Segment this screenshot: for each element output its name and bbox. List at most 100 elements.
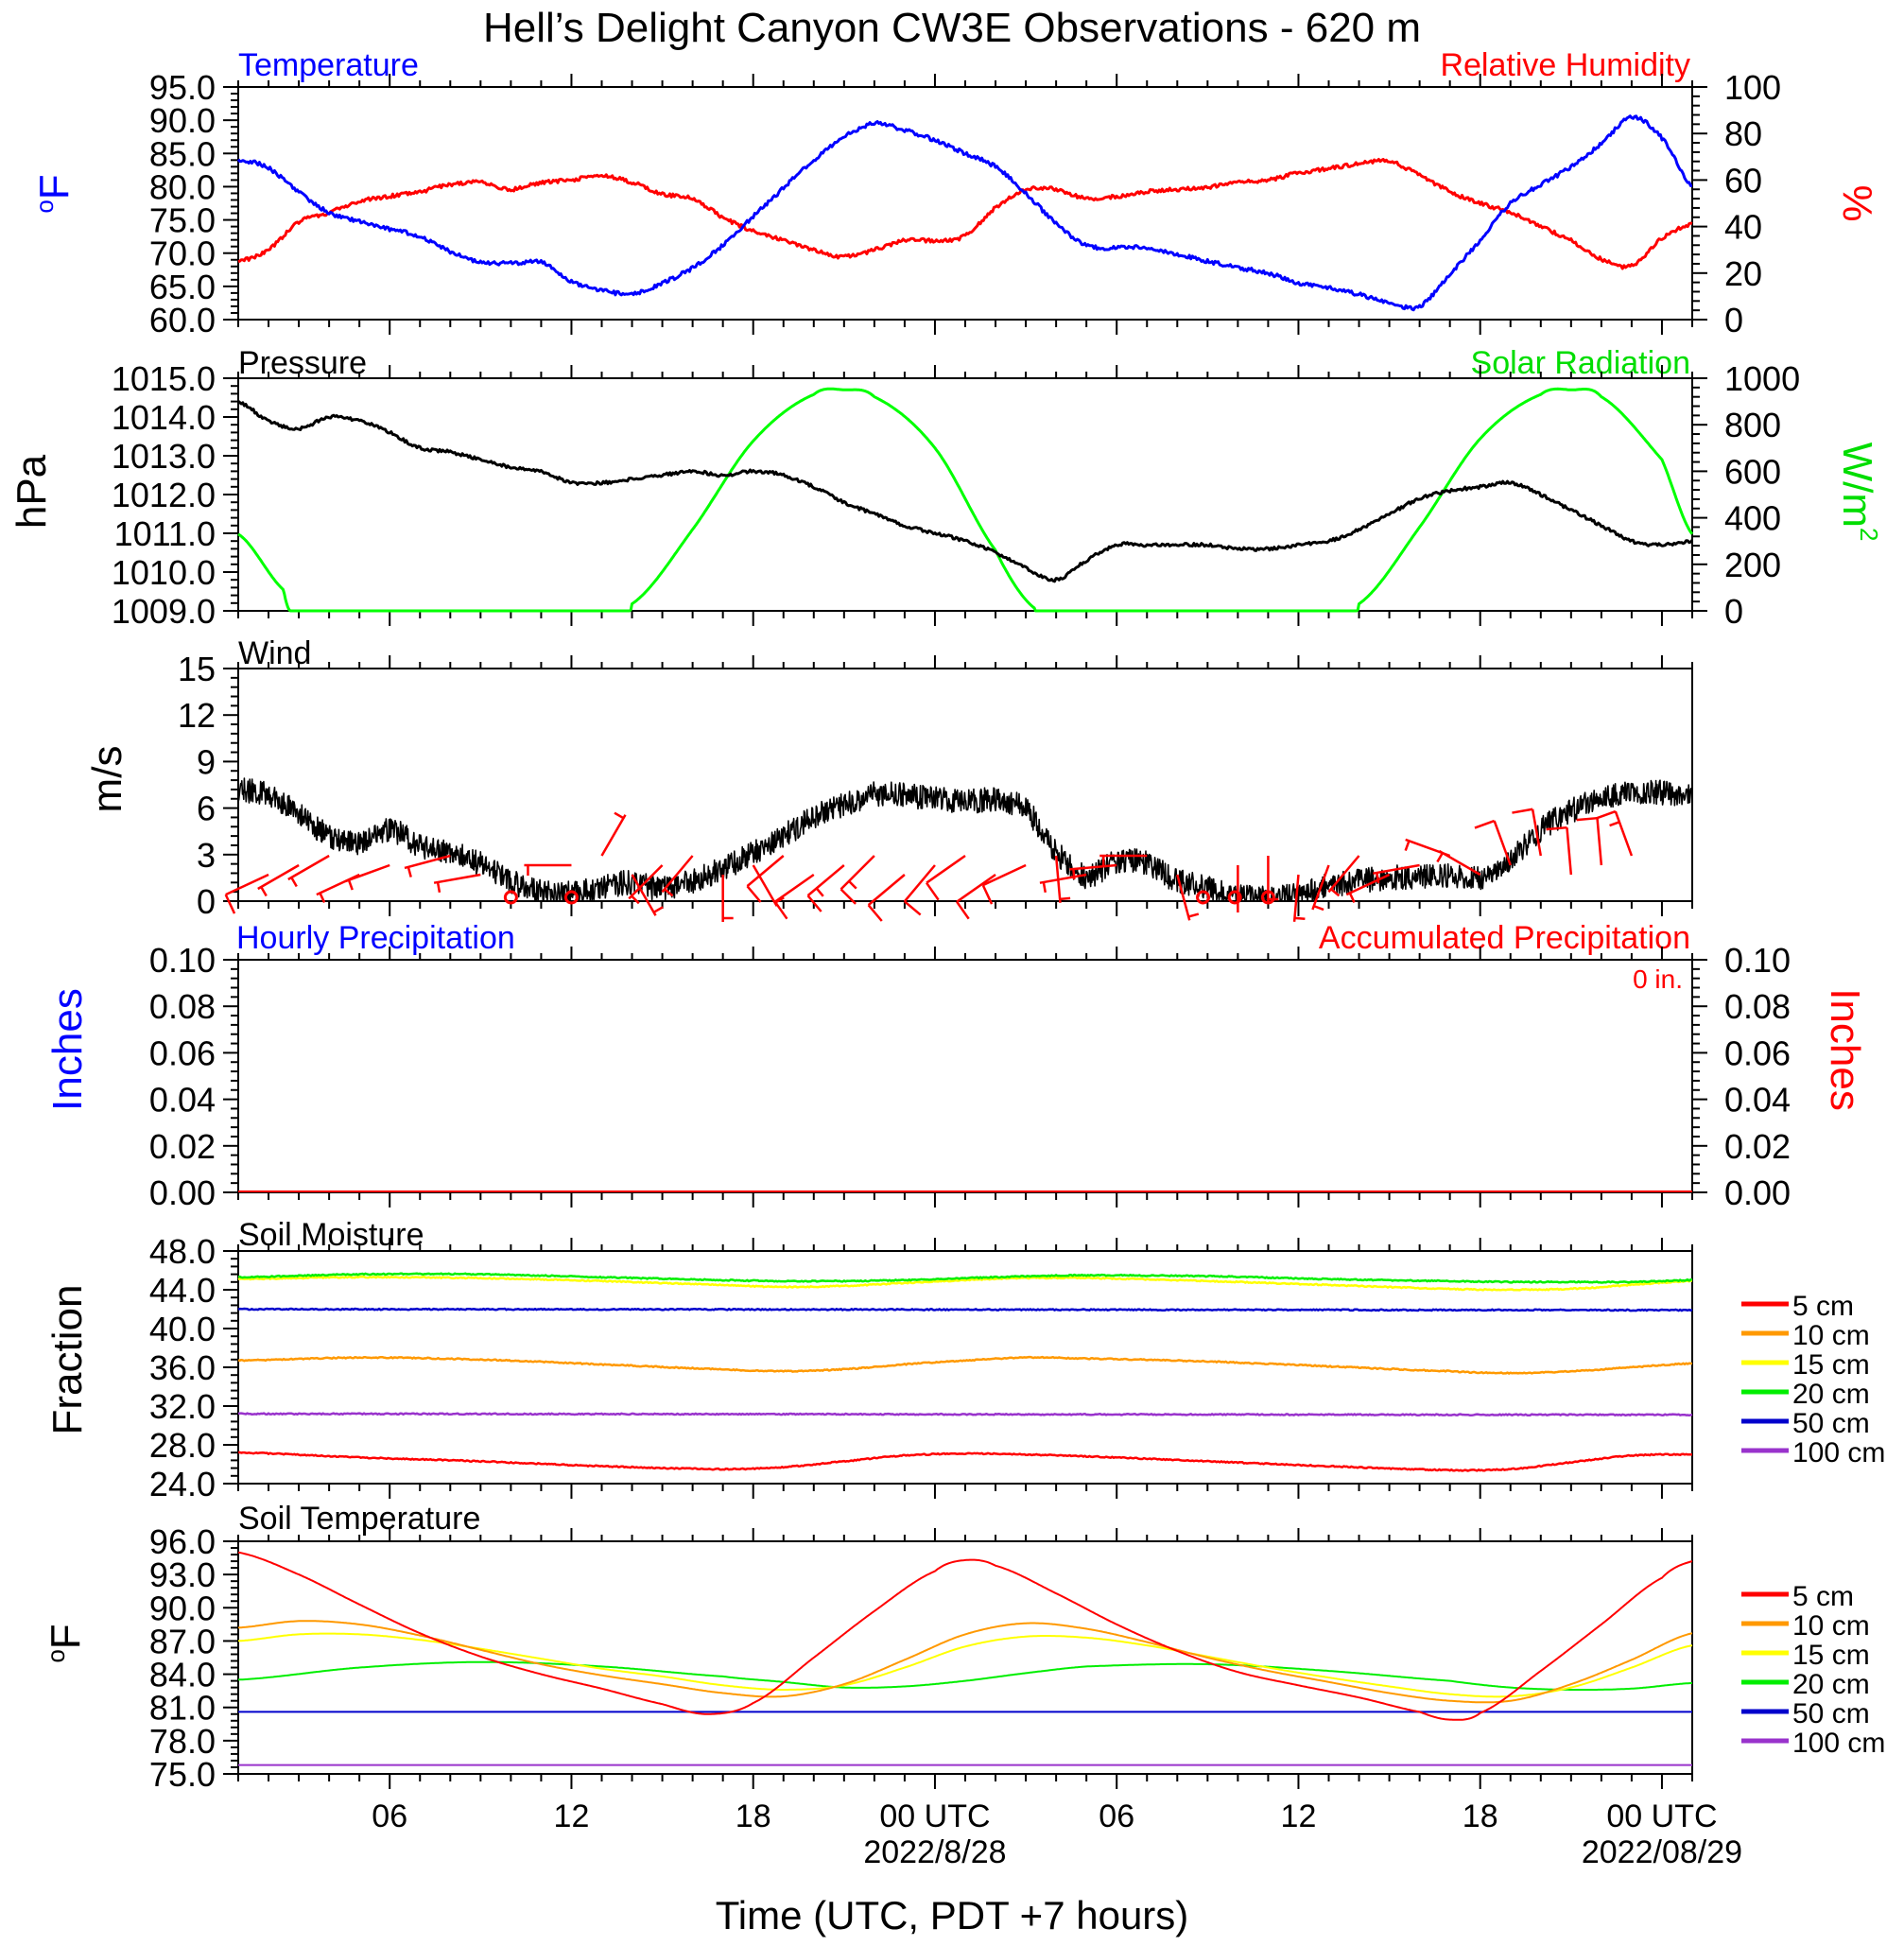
panel-pressure-solar: Pressure Solar Radiation hPa W/m2 [9, 345, 1883, 541]
wind-barb-flag [1595, 809, 1617, 820]
wind-barb-half-flag [614, 811, 625, 820]
pressure-ylabel: hPa [9, 454, 55, 529]
wind-barb-shaft [257, 863, 300, 891]
y-tick-label-5: 81.0 [149, 1689, 216, 1728]
wind-barb [1311, 864, 1330, 912]
wind-barb-shaft [1345, 873, 1391, 896]
panel-soil-temperature: Soil Temperature oF [42, 1501, 480, 1663]
figure-title: Hell’s Delight Canyon CW3E Observations … [483, 5, 1421, 51]
y2-tick-label-3: 0.04 [1724, 1081, 1791, 1120]
hourly-precip-title: Hourly Precipitation [236, 920, 515, 956]
wind-barb-half-flag [1348, 892, 1356, 903]
y-tick-label-3: 0.00 [149, 1173, 216, 1212]
wind-barb-shaft [344, 863, 390, 883]
y2-tick-label-0: 100 [1724, 68, 1781, 107]
legend-label: 100 cm [1792, 1728, 1885, 1759]
x-tick-label: 06 [372, 1798, 407, 1834]
wind-barb [806, 864, 845, 912]
wind-barb [524, 863, 572, 876]
soil-moisture-line-soil_100cm [238, 1412, 1693, 1417]
wind-barb-half-flag [631, 895, 640, 905]
time-axis: Time (UTC, PDT +7 hours) 06 12 18 00 UTC 06 1… [372, 1798, 1742, 1937]
wind-barb-shaft [1596, 818, 1603, 866]
wind-barb-half-flag [1042, 881, 1047, 894]
y-tick-label-5: 93.0 [149, 1555, 216, 1594]
calm-wind-marker [1260, 890, 1275, 905]
wind-barb-flag [904, 900, 922, 916]
wind-barb-shaft [661, 855, 694, 894]
wind-barb [661, 855, 694, 897]
hourly-precip-unit: Inches [44, 988, 91, 1111]
wind-barb-shaft [806, 864, 845, 897]
calm-wind-marker [503, 890, 518, 905]
y-tick-label-0: 85.0 [149, 134, 216, 173]
wind-barb-shaft [752, 864, 778, 907]
wind-barb [628, 864, 664, 905]
wind-barb-half-flag [407, 866, 412, 877]
wind-barb-shaft [867, 874, 906, 907]
accum-precip-ylabel: Inches [1822, 988, 1868, 1111]
humidity-unit: % [1834, 184, 1880, 221]
wind-barb-shaft [746, 855, 785, 888]
y-tick-label-5: 75.0 [149, 1755, 216, 1794]
temperature-unit: F [31, 174, 78, 200]
y-tick-label-0: 60.0 [149, 301, 216, 339]
soil-temperature-title: Soil Temperature [238, 1501, 480, 1537]
y2-tick-label-3: 0.08 [1724, 987, 1791, 1026]
y-tick-label-3: 0.02 [149, 1127, 216, 1166]
wind-barb-shaft [1566, 827, 1573, 876]
y2-tick-label-1: 200 [1724, 546, 1781, 584]
wind-barb-shaft [628, 864, 664, 900]
wind-barb-flag [867, 904, 883, 922]
y2-tick-label-1: 800 [1724, 406, 1781, 444]
wind-barb [257, 863, 300, 897]
y2-tick-label-1: 0 [1724, 592, 1743, 631]
y-tick-label-1: 1014.0 [112, 398, 216, 437]
wind-barb [773, 873, 815, 920]
wind-barb [1327, 855, 1360, 897]
wind-barb-shaft [903, 864, 936, 903]
y-tick-label-5: 96.0 [149, 1522, 216, 1561]
legend-label: 5 cm [1792, 1291, 1854, 1322]
wind-speed-line [237, 777, 1693, 902]
wind-barb-shaft [1311, 864, 1330, 911]
legend-label: 20 cm [1792, 1379, 1870, 1410]
wind-barb-half-flag [664, 888, 674, 897]
wind-barb [1069, 863, 1117, 880]
x-tick-label: 18 [1463, 1798, 1498, 1834]
x-axis-label: Time (UTC, PDT +7 hours) [716, 1893, 1189, 1937]
svg-text:oF: oF [42, 1624, 89, 1662]
y-tick-label-2: 12 [178, 696, 216, 735]
wind-barb-shaft [1531, 808, 1543, 857]
wind-barb [404, 854, 451, 877]
y-tick-label-5: 84.0 [149, 1656, 216, 1694]
wind-barb [903, 864, 936, 916]
wind-barb [839, 855, 875, 905]
wind-ylabel: m/s [84, 746, 130, 813]
y-tick-label-0: 70.0 [149, 235, 216, 273]
x-tick-label: 06 [1099, 1798, 1134, 1834]
y-tick-label-1: 1010.0 [112, 553, 216, 592]
soil-temperature-line-soil_5cm [237, 1551, 1693, 1721]
wind-barb-half-flag [319, 892, 326, 903]
x-date-label: 2022/08/29 [1582, 1834, 1742, 1870]
wind-barb [287, 854, 330, 888]
y-tick-label-3: 0.06 [149, 1034, 216, 1072]
y-tick-label-4: 48.0 [149, 1232, 216, 1271]
wind-barb-shaft [1327, 855, 1360, 894]
wind-barb [1546, 825, 1573, 876]
degree-mark: o [42, 1649, 70, 1662]
wind-barb-flag [746, 885, 762, 903]
x-tick-label: 12 [1281, 1798, 1317, 1834]
wind-barb [631, 874, 664, 916]
legend-label: 15 cm [1792, 1640, 1870, 1671]
y-tick-label-4: 44.0 [149, 1271, 216, 1310]
temperature-line [236, 114, 1693, 312]
legend-label: 5 cm [1792, 1581, 1854, 1612]
y-tick-label-1: 1009.0 [112, 592, 216, 631]
svg-text:W/m2: W/m2 [1834, 443, 1883, 542]
y2-tick-label-0: 80 [1724, 114, 1762, 153]
y-tick-label-1: 1015.0 [112, 359, 216, 398]
y-tick-label-0: 95.0 [149, 68, 216, 107]
